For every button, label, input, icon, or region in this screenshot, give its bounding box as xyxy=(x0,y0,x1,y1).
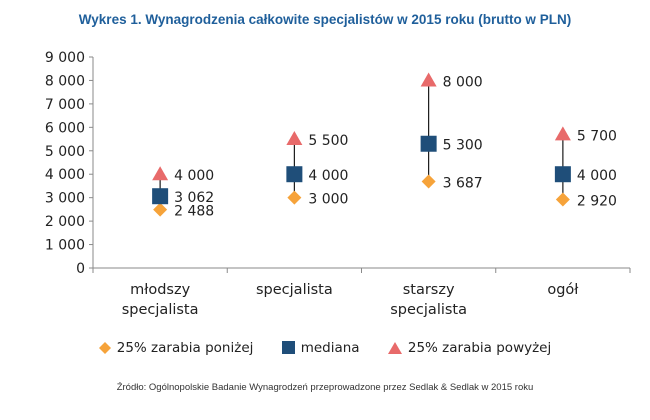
diamond-marker-icon xyxy=(98,342,111,354)
upper-quartile-label: 5 500 xyxy=(308,133,348,149)
upper-quartile-label: 4 000 xyxy=(174,168,214,184)
legend-item-median: mediana xyxy=(281,340,360,356)
triangle-marker-icon xyxy=(387,342,402,354)
x-category-label-line: specjalista xyxy=(256,282,333,298)
lower-quartile-point xyxy=(555,192,570,207)
lower-quartile-label: 2 488 xyxy=(174,204,214,220)
square-marker-icon xyxy=(281,341,295,354)
upper-quartile-point xyxy=(286,131,303,146)
lower-quartile-point xyxy=(153,202,168,217)
median-point xyxy=(152,188,169,205)
upper-quartile-point xyxy=(554,126,571,141)
median-label: 3 062 xyxy=(174,190,214,206)
upper-quartile-point xyxy=(152,166,169,181)
lower-quartile-point xyxy=(287,190,302,205)
legend-label-median: mediana xyxy=(300,340,360,356)
x-category-label: młodszy specjalista xyxy=(122,282,199,318)
y-tick-label: 4 000 xyxy=(45,167,85,183)
upper-quartile-label: 8 000 xyxy=(443,74,483,90)
legend-label-upper-quartile: 25% zarabia powyżej xyxy=(407,340,552,356)
x-category-label-line: ogół xyxy=(547,282,579,298)
median-label: 4 000 xyxy=(308,168,348,184)
upper-quartile-label: 5 700 xyxy=(577,128,617,144)
y-tick-label: 2 000 xyxy=(45,214,85,230)
lower-quartile-point xyxy=(421,174,436,189)
median-point xyxy=(554,166,571,183)
y-tick-label: 7 000 xyxy=(45,97,85,113)
x-category-label-line: starszy xyxy=(403,282,455,298)
legend-item-upper-quartile: 25% zarabia powyżej xyxy=(387,340,552,356)
x-category-label: starszy specjalista xyxy=(390,282,467,318)
lower-quartile-label: 3 000 xyxy=(308,192,348,208)
lower-quartile-label: 2 920 xyxy=(577,194,617,210)
x-category-label: ogół xyxy=(547,282,579,298)
legend: 25% zarabia poniżej mediana 25% zarabia … xyxy=(0,340,650,356)
chart-plot: 0 1 000 2 000 3 000 4 000 5 000 6 000 7 000 8 00… xyxy=(45,50,631,318)
legend-label-lower-quartile: 25% zarabia poniżej xyxy=(116,340,254,356)
y-tick-label: 9 000 xyxy=(45,50,85,66)
x-category-label-line: młodszy xyxy=(130,282,190,298)
y-tick-label: 6 000 xyxy=(45,120,85,136)
median-point xyxy=(420,135,437,152)
upper-quartile-point xyxy=(420,72,437,87)
median-point xyxy=(286,166,303,183)
median-label: 4 000 xyxy=(577,168,617,184)
x-category-label-line: specjalista xyxy=(122,302,199,318)
x-category-label-line: specjalista xyxy=(390,302,467,318)
source-note: Źródło: Ogólnopolskie Badanie Wynagrodze… xyxy=(116,382,534,393)
y-tick-label: 5 000 xyxy=(45,144,85,160)
chart-title: Wykres 1. Wynagrodzenia całkowite specja… xyxy=(78,12,572,27)
y-tick-label: 1 000 xyxy=(45,238,85,254)
y-tick-label: 0 xyxy=(76,261,85,277)
median-label: 5 300 xyxy=(443,138,483,154)
x-category-label: specjalista xyxy=(256,282,333,298)
lower-quartile-label: 3 687 xyxy=(443,176,483,192)
legend-item-lower-quartile: 25% zarabia poniżej xyxy=(98,340,254,356)
y-tick-label: 8 000 xyxy=(45,73,85,89)
y-tick-label: 3 000 xyxy=(45,191,85,207)
